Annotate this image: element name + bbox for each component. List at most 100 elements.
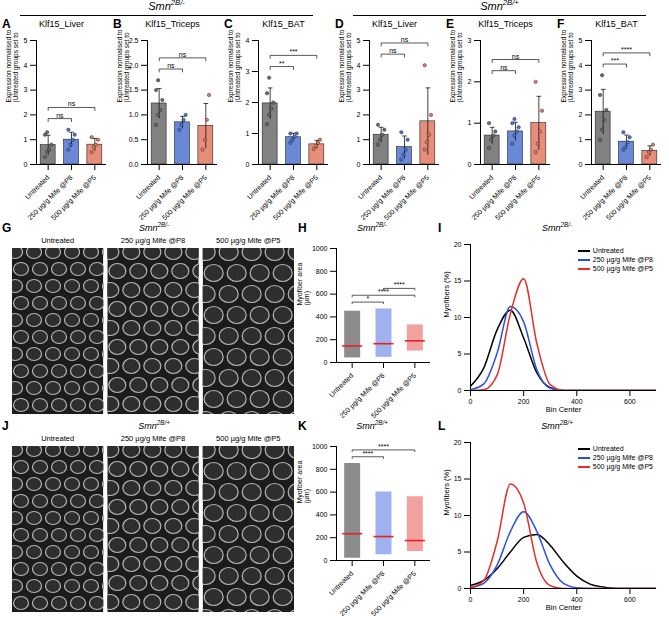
svg-text:ns: ns (179, 51, 187, 58)
svg-text:4: 4 (24, 62, 28, 69)
svg-text:3: 3 (357, 86, 361, 93)
svg-text:500 µg/g Mife @P5: 500 µg/g Mife @P5 (605, 174, 653, 220)
svg-text:1.5: 1.5 (129, 86, 139, 93)
svg-text:200: 200 (518, 596, 530, 603)
svg-text:ns: ns (56, 112, 64, 119)
svg-text:0: 0 (469, 398, 473, 405)
svg-text:500 µg/g Mife @P5: 500 µg/g Mife @P5 (370, 570, 418, 616)
svg-text:0: 0 (324, 557, 328, 564)
svg-text:5: 5 (579, 37, 583, 44)
svg-text:250 µg/g Mife @P8: 250 µg/g Mife @P8 (359, 174, 407, 220)
svg-text:4: 4 (357, 62, 361, 69)
svg-text:(Untreated groups set to 1): (Untreated groups set to 1) (456, 30, 464, 103)
svg-text:(µm): (µm) (303, 291, 311, 306)
svg-text:2: 2 (246, 99, 250, 106)
svg-text:****: **** (621, 46, 632, 53)
svg-text:4: 4 (246, 37, 250, 44)
svg-text:***: *** (611, 57, 619, 64)
svg-text:200: 200 (518, 398, 530, 405)
svg-text:ns: ns (68, 100, 76, 107)
svg-text:500 µg/g Mife @P5: 500 µg/g Mife @P5 (494, 174, 542, 220)
svg-text:Myofibers (%): Myofibers (%) (442, 271, 451, 318)
svg-text:250 µg/g Mife @P8: 250 µg/g Mife @P8 (26, 174, 74, 220)
svg-text:2.5: 2.5 (129, 37, 139, 44)
svg-text:Untreated: Untreated (328, 372, 355, 399)
svg-text:10: 10 (454, 512, 462, 519)
svg-text:ns: ns (389, 47, 397, 54)
svg-text:0: 0 (458, 387, 462, 394)
svg-text:0: 0 (469, 596, 473, 603)
svg-text:15: 15 (454, 277, 462, 284)
svg-text:3: 3 (246, 68, 250, 75)
svg-text:0.0: 0.0 (129, 161, 139, 168)
svg-text:Bin Center: Bin Center (546, 603, 582, 612)
svg-text:1: 1 (357, 136, 361, 143)
svg-text:20: 20 (454, 241, 462, 248)
svg-text:250 µg/g Mife @P8: 250 µg/g Mife @P8 (248, 174, 296, 220)
svg-text:Untreated: Untreated (328, 570, 355, 597)
svg-text:2: 2 (468, 78, 472, 85)
svg-text:1000: 1000 (312, 443, 328, 450)
svg-text:(Untreated groups set to 1): (Untreated groups set to 1) (345, 30, 353, 103)
svg-text:0: 0 (246, 161, 250, 168)
svg-text:2.0: 2.0 (129, 62, 139, 69)
svg-text:600: 600 (316, 488, 328, 495)
svg-text:250 µg/g Mife @P8: 250 µg/g Mife @P8 (137, 174, 185, 220)
svg-text:0: 0 (24, 161, 28, 168)
svg-text:1: 1 (579, 136, 583, 143)
svg-text:20: 20 (454, 439, 462, 446)
svg-text:3: 3 (468, 37, 472, 44)
svg-text:2: 2 (24, 111, 28, 118)
svg-text:500 µg/g Mife @P5: 500 µg/g Mife @P5 (50, 174, 98, 220)
svg-text:(Untreated groups set to 1): (Untreated groups set to 1) (123, 30, 131, 103)
svg-text:0.5: 0.5 (129, 136, 139, 143)
svg-text:1: 1 (246, 130, 250, 137)
svg-text:0: 0 (357, 161, 361, 168)
svg-text:800: 800 (316, 466, 328, 473)
svg-text:250 µg/g Mife @P8: 250 µg/g Mife @P8 (470, 174, 518, 220)
svg-text:400: 400 (316, 313, 328, 320)
svg-text:500 µg/g Mife @P5: 500 µg/g Mife @P5 (383, 174, 431, 220)
svg-text:***: *** (289, 48, 297, 55)
svg-text:200: 200 (316, 534, 328, 541)
svg-text:4: 4 (579, 62, 583, 69)
svg-text:15: 15 (454, 475, 462, 482)
svg-text:(Untreated groups set to 1): (Untreated groups set to 1) (567, 30, 575, 103)
svg-text:400: 400 (316, 511, 328, 518)
svg-text:1: 1 (24, 136, 28, 143)
svg-text:5: 5 (458, 548, 462, 555)
svg-text:1: 1 (468, 119, 472, 126)
svg-text:5: 5 (24, 37, 28, 44)
svg-text:0: 0 (468, 161, 472, 168)
svg-text:****: **** (362, 450, 373, 457)
svg-text:2: 2 (579, 111, 583, 118)
svg-text:**: ** (279, 60, 285, 67)
svg-text:ns: ns (167, 62, 175, 69)
svg-text:500 µg/g Mife @P5: 500 µg/g Mife @P5 (370, 372, 418, 418)
svg-text:200: 200 (316, 336, 328, 343)
svg-text:600: 600 (624, 398, 636, 405)
svg-text:Bin Center: Bin Center (546, 405, 582, 414)
svg-text:****: **** (378, 288, 389, 295)
svg-text:Myofibers (%): Myofibers (%) (442, 469, 451, 516)
svg-text:600: 600 (316, 290, 328, 297)
svg-text:5: 5 (458, 350, 462, 357)
svg-text:3: 3 (579, 86, 583, 93)
svg-text:*: * (366, 295, 369, 302)
svg-text:500 µg/g Mife @P5: 500 µg/g Mife @P5 (161, 174, 209, 220)
svg-text:1.0: 1.0 (129, 111, 139, 118)
svg-text:ns: ns (512, 53, 520, 60)
svg-text:2: 2 (357, 111, 361, 118)
svg-text:0: 0 (324, 359, 328, 366)
svg-text:250 µg/g Mife @P8: 250 µg/g Mife @P8 (581, 174, 629, 220)
svg-text:800: 800 (316, 268, 328, 275)
svg-text:5: 5 (357, 37, 361, 44)
svg-text:10: 10 (454, 314, 462, 321)
svg-text:3: 3 (24, 86, 28, 93)
svg-text:0: 0 (458, 585, 462, 592)
svg-text:0: 0 (579, 161, 583, 168)
svg-text:(µm): (µm) (303, 489, 311, 504)
svg-text:600: 600 (624, 596, 636, 603)
svg-text:(Untreated groups set to 1): (Untreated groups set to 1) (12, 30, 20, 103)
svg-text:1000: 1000 (312, 245, 328, 252)
